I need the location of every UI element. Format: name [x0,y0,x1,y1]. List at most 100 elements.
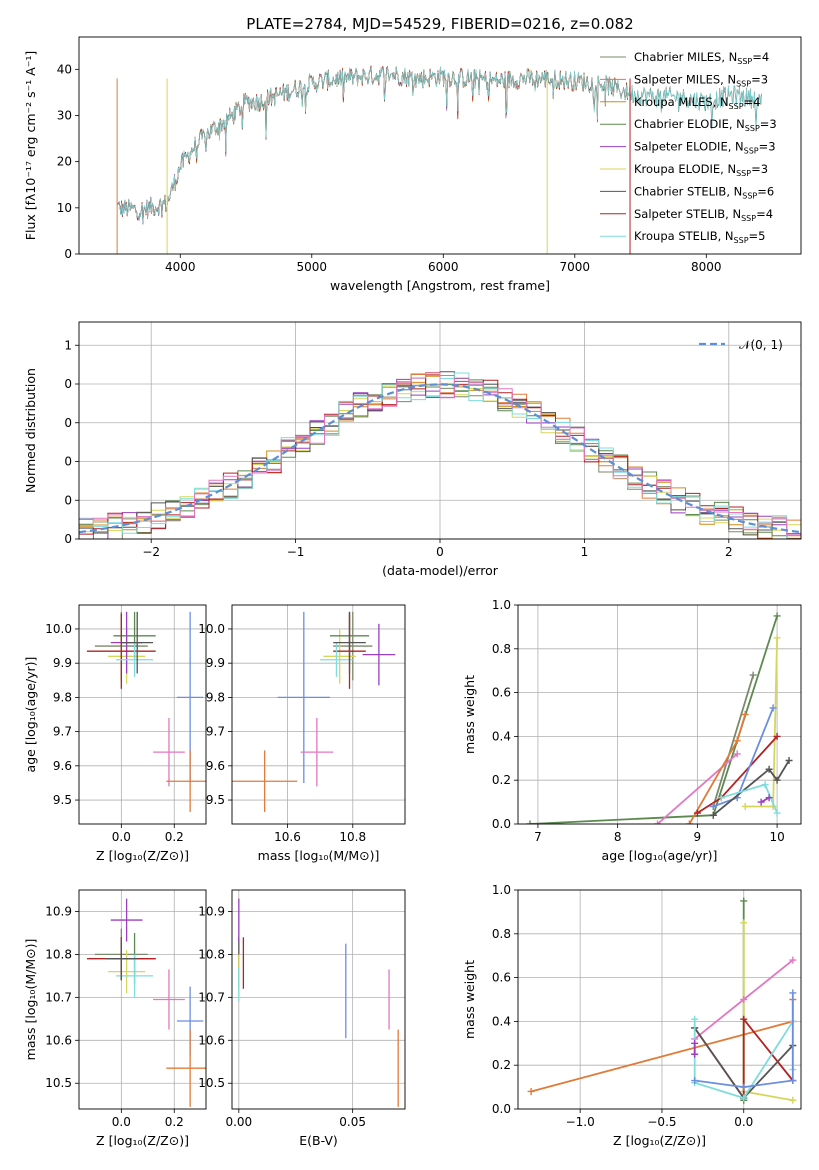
x-tick-label: 0 [436,545,444,559]
y-tick-label: 20 [57,155,72,169]
errorbar-point [153,717,185,787]
errorbar-point [153,969,185,1030]
y-axis-label: mass weight [462,675,477,754]
legend-label: Salpeter ELODIE, NSSP=3 [634,140,776,156]
plot-area [79,371,801,539]
panel-spectrum: 4000 5000 6000 7000 8000 0 10 20 30 40 wavelength … [23,36,802,293]
panel-weight_vs_age: 7 8 9 10 0.0 0.2 0.4 0.6 0.8 1.0 age [log₁₀(age/yr… [462,598,802,863]
spectrum-series-line [167,66,552,204]
errorbar-point [108,950,146,994]
y-tick-label: 9.6 [53,759,72,773]
y-tick-label: 1.0 [492,883,511,897]
plot-area [116,65,762,254]
x-axis-label: Z [log₁₀(Z/Z⊙)] [96,1133,189,1148]
y-tick-label: 10.0 [198,622,225,636]
x-tick-label: 10.8 [339,830,366,844]
y-tick-label: 9.6 [206,759,225,773]
weight-marker [773,634,781,642]
weight-marker [691,1039,699,1047]
weight-marker [654,820,662,824]
weight-series-line [694,992,794,1089]
errorbar-point [105,937,138,981]
y-axis-label: Flux [fλ10⁻¹⁷ erg cm⁻² s⁻¹ A⁻¹] [23,51,38,240]
weight-marker [717,794,725,802]
weight-marker [741,711,749,718]
y-tick-label: 0 [64,455,72,469]
x-tick-label: −1 [287,545,305,559]
y-tick-label: 0.4 [492,1014,511,1028]
errorbar-point [86,613,156,689]
spectrum-series-line [117,65,628,221]
y-tick-label: 0.6 [492,971,511,985]
weight-marker [740,996,748,1003]
weight-series-line [712,674,755,807]
x-tick-label: 1 [581,545,589,559]
weight-marker [749,671,757,679]
weight-marker [789,989,797,997]
plot-area [232,611,396,813]
axes-frame [231,604,406,825]
y-tick-label: 10.9 [198,904,225,918]
weight-marker [733,750,741,758]
weight-marker [693,809,701,817]
weight-marker [789,1077,797,1085]
x-axis-label: age [log₁₀(age/yr)] [602,848,718,863]
y-tick-label: 9.5 [206,793,225,807]
panel-residuals: −2 −1 0 1 2 0 0 0 0 0 1 (data-model)/error Normed di… [23,321,802,578]
legend-label: Kroupa ELODIE, NSSP=3 [634,162,768,178]
weight-marker [741,802,749,810]
y-tick-label: 0.8 [492,927,511,941]
normal-curve [79,383,801,534]
weight-marker [769,704,777,712]
x-tick-label: 8000 [691,260,722,274]
axes-frame [78,889,207,1110]
y-tick-label: 0.2 [492,773,511,787]
errorbar-point [116,954,154,998]
x-tick-label: 0.05 [339,1115,366,1129]
weight-marker [773,732,781,740]
y-tick-label: 0 [64,532,72,546]
axes-frame [517,889,802,1110]
panel-age_vs_Z: 0.0 0.2 9.5 9.6 9.7 9.8 9.9 10.0 Z [log₁₀(Z/Z⊙)]… [23,604,207,863]
x-tick-label: 0.2 [165,830,184,844]
plot-area [526,612,793,824]
weight-marker [761,781,769,789]
plot-area [238,898,399,1107]
weight-marker [691,1015,699,1023]
y-tick-label: 10.5 [45,1076,72,1090]
errorbar-point [166,750,206,813]
x-axis-label: wavelength [Angstrom, rest frame] [330,278,550,293]
y-axis-label: mass [log₁₀(M/M⊙)] [23,939,38,1061]
weight-series-line [760,796,770,803]
weight-marker [773,809,781,817]
y-tick-label: 10.6 [198,1033,225,1047]
weight-marker [757,798,765,806]
axes-frame [517,604,802,825]
spectrum-series-line [117,66,552,223]
spectrum-series-line [117,65,628,221]
panel-mass_vs_Z: 0.0 0.2 10.5 10.6 10.7 10.8 10.9 Z [log₁₀(Z/Z⊙)… [23,889,207,1148]
x-tick-label: 5000 [297,260,328,274]
y-tick-label: 0.2 [492,1058,511,1072]
x-tick-label: 6000 [428,260,459,274]
weight-marker [709,802,717,810]
y-tick-label: 10.5 [198,1076,225,1090]
weight-marker [773,612,781,620]
y-tick-label: 1.0 [492,598,511,612]
spectrum-series-line [117,66,628,224]
y-axis-label: age [log₁₀(age/yr)] [23,657,38,773]
y-tick-label: 0.4 [492,729,511,743]
weight-marker [789,956,797,964]
y-tick-label: 0 [64,247,72,261]
axes-frame [78,321,802,540]
x-tick-label: 8 [614,830,622,844]
weight-marker [691,1050,699,1058]
legend-label: Chabrier ELODIE, NSSP=3 [634,117,777,133]
y-tick-label: 40 [57,62,72,76]
x-axis-label: Z [log₁₀(Z/Z⊙)] [613,1133,706,1148]
errorbar-point [277,611,330,783]
y-tick-label: 10 [57,201,72,215]
x-tick-label: 2 [725,545,733,559]
spectrum-series-line [117,66,762,223]
errorbar-point [333,611,366,674]
